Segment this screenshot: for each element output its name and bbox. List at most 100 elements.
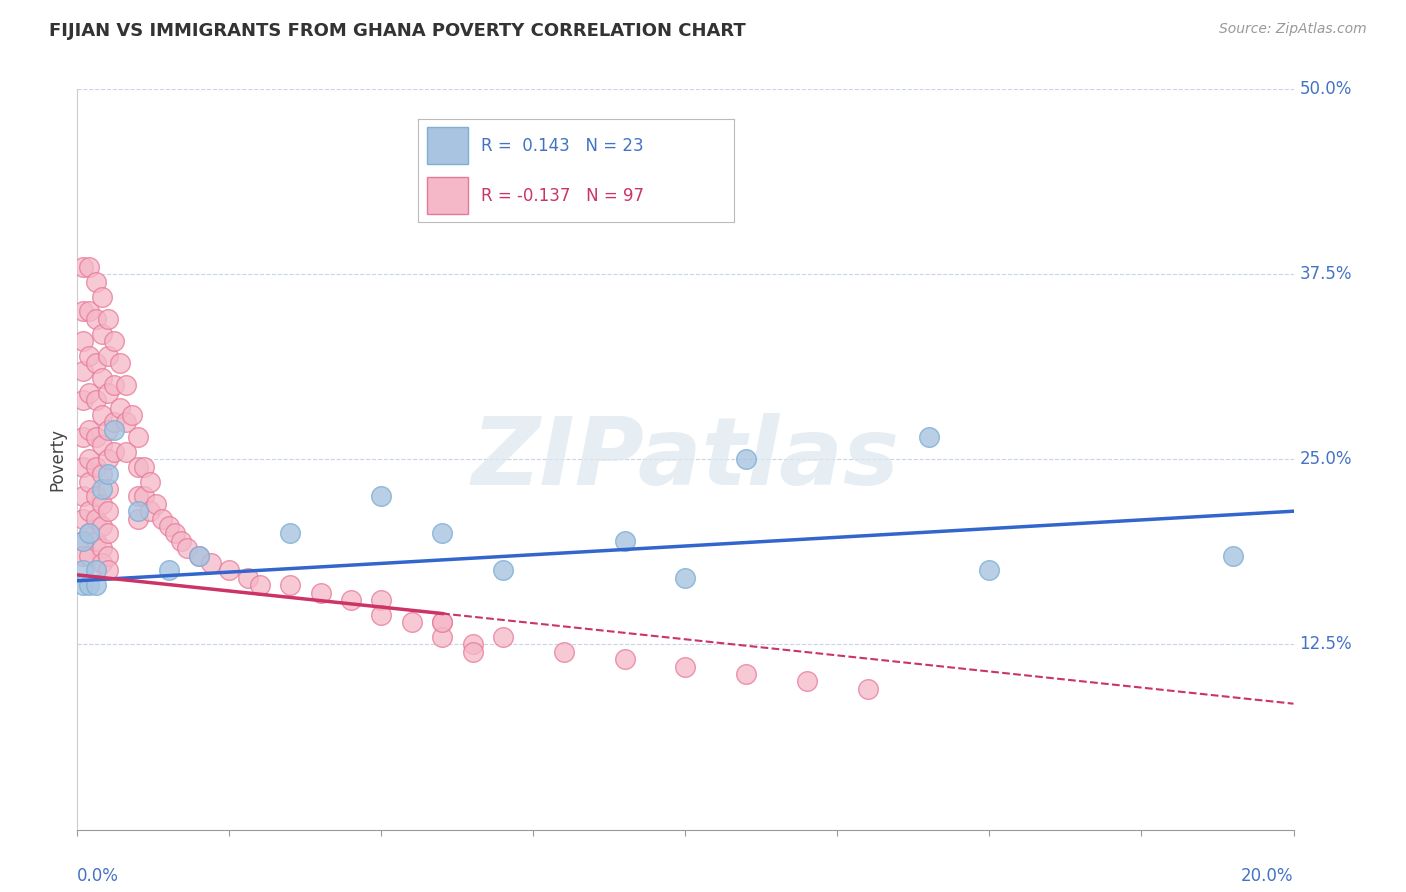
Point (79, 304, 101, 318)
Point (218, 564, 240, 578)
Point (430, 615, 453, 630)
Point (918, 430, 941, 444)
Point (72, 363, 94, 377)
Point (134, 489, 156, 503)
Point (492, 564, 515, 578)
Point (79, 452, 101, 467)
Point (103, 445, 125, 459)
Point (103, 334, 125, 348)
Point (127, 430, 149, 444)
Point (84, 356, 107, 370)
Point (84, 393, 107, 408)
Point (200, 556, 222, 570)
Point (84, 311, 107, 326)
Point (188, 549, 211, 563)
Point (84, 578, 107, 592)
Point (97, 504, 120, 518)
Point (79, 475, 101, 489)
Point (401, 615, 423, 630)
Point (84, 459, 107, 474)
Point (188, 549, 211, 563)
Point (735, 452, 758, 467)
Point (856, 681, 879, 696)
Point (139, 475, 162, 489)
Point (72, 489, 94, 503)
Point (72, 334, 94, 348)
Point (79, 549, 101, 563)
Point (79, 578, 101, 592)
Point (72, 549, 94, 563)
Point (430, 630, 453, 644)
Text: 12.5%: 12.5% (1299, 635, 1353, 654)
Point (370, 607, 392, 622)
Point (152, 511, 174, 525)
Point (127, 504, 149, 518)
Point (79, 423, 101, 437)
Point (461, 645, 484, 659)
Point (97, 549, 120, 563)
Point (84, 564, 107, 578)
Point (72, 260, 94, 274)
Point (108, 401, 131, 415)
Point (72, 304, 94, 318)
Text: 37.5%: 37.5% (1299, 265, 1353, 284)
Point (72, 533, 94, 548)
FancyBboxPatch shape (427, 177, 468, 214)
Point (145, 497, 167, 511)
Point (90, 437, 112, 451)
Text: Source: ZipAtlas.com: Source: ZipAtlas.com (1219, 22, 1367, 37)
Point (84, 489, 107, 503)
Y-axis label: Poverty: Poverty (48, 428, 66, 491)
Point (97, 526, 120, 541)
Point (84, 533, 107, 548)
Point (461, 637, 484, 651)
Point (90, 408, 112, 422)
Point (370, 593, 392, 607)
Point (735, 667, 758, 681)
Point (370, 489, 392, 503)
Point (170, 533, 193, 548)
Point (97, 482, 120, 496)
Point (72, 393, 94, 408)
Point (90, 467, 112, 482)
Point (72, 459, 94, 474)
Point (103, 423, 125, 437)
Point (90, 482, 112, 496)
Text: R =  0.143   N = 23: R = 0.143 N = 23 (481, 136, 644, 155)
Point (121, 408, 143, 422)
Text: 50.0%: 50.0% (1299, 80, 1353, 98)
Text: 20.0%: 20.0% (1241, 867, 1294, 885)
Point (249, 578, 271, 592)
Point (796, 674, 818, 689)
Point (134, 459, 156, 474)
Text: 25.0%: 25.0% (1299, 450, 1353, 468)
Point (79, 526, 101, 541)
Point (97, 311, 120, 326)
Point (163, 526, 186, 541)
Point (72, 533, 94, 548)
Point (675, 571, 697, 585)
Point (72, 430, 94, 444)
Point (90, 519, 112, 533)
Point (613, 652, 636, 666)
Point (90, 541, 112, 556)
Point (979, 564, 1001, 578)
Point (430, 526, 453, 541)
Point (97, 385, 120, 400)
Point (72, 578, 94, 592)
Point (79, 385, 101, 400)
Point (90, 326, 112, 341)
Point (492, 630, 515, 644)
Point (127, 511, 149, 525)
Text: R = -0.137   N = 97: R = -0.137 N = 97 (481, 186, 644, 204)
Point (115, 415, 138, 429)
Point (97, 564, 120, 578)
Point (613, 533, 636, 548)
Point (157, 519, 180, 533)
Point (127, 459, 149, 474)
Point (90, 289, 112, 303)
Point (97, 467, 120, 482)
FancyBboxPatch shape (427, 127, 468, 164)
Point (97, 423, 120, 437)
Text: FIJIAN VS IMMIGRANTS FROM GHANA POVERTY CORRELATION CHART: FIJIAN VS IMMIGRANTS FROM GHANA POVERTY … (49, 22, 747, 40)
